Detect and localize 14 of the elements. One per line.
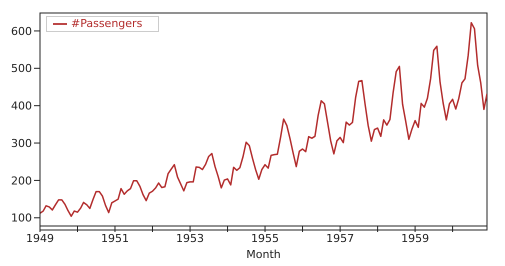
x-tick-label: 1959 <box>401 232 430 245</box>
y-tick-label: 400 <box>11 100 32 113</box>
y-tick-label: 300 <box>11 136 32 150</box>
x-tick-label: 1953 <box>176 232 204 245</box>
y-tick-label: 200 <box>11 174 32 188</box>
x-tick-label: 1955 <box>251 232 280 245</box>
x-tick-label: 1949 <box>26 232 54 245</box>
y-tick-label: 600 <box>11 24 32 38</box>
y-tick-label: 100 <box>11 212 32 225</box>
legend-label: #Passengers <box>71 17 142 30</box>
x-tick-label: 1957 <box>326 232 354 245</box>
x-axis-title: Month <box>246 248 281 261</box>
y-tick-label: 500 <box>11 62 32 76</box>
x-tick-label: 1951 <box>100 232 129 245</box>
